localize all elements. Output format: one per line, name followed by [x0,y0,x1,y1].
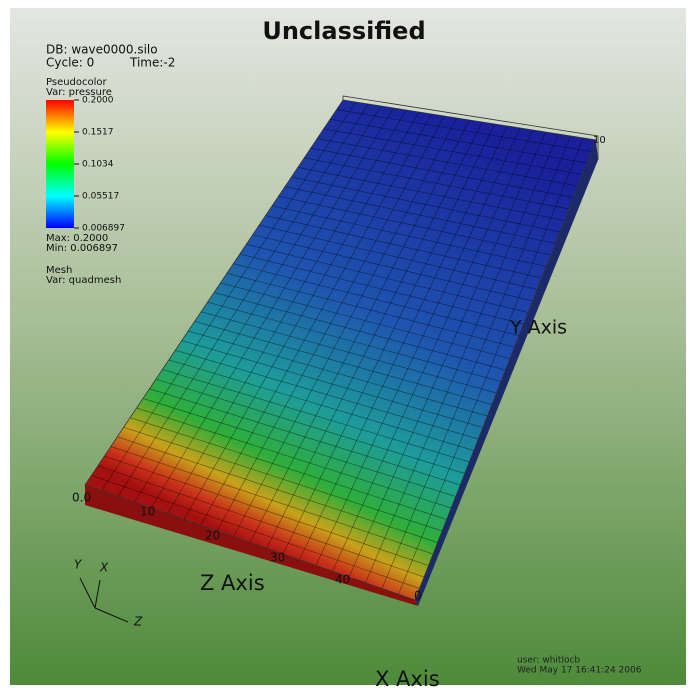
mesh-line [181,340,483,428]
z-axis-label: Z Axis [200,571,265,595]
mesh-line [142,398,456,497]
mesh-line [299,125,508,560]
mesh-line [97,465,425,578]
mesh-line [226,272,515,348]
mesh-line [134,105,382,503]
mesh-line [398,137,584,595]
mesh-line [200,113,432,526]
mesh-line [278,195,551,256]
mesh-line [315,127,521,566]
mesh-line [194,321,493,405]
mesh-line [291,176,560,233]
title: Unclassified [262,17,425,45]
bounding-box [342,95,599,160]
color-bar-label: 0.2000 [82,96,114,106]
z-tick: 20 [205,529,220,543]
mesh-line [381,135,572,589]
mesh-line [104,455,429,566]
mesh-line [162,369,470,463]
mesh-line [249,119,470,543]
y-tick-top: 10 [593,135,606,146]
mesh-line [183,111,420,520]
mesh-line [304,157,569,210]
mesh-line [323,128,583,175]
mesh-line [233,117,458,537]
z-tick: 10 [140,505,155,519]
front-face [85,485,418,606]
mesh-line [150,107,394,509]
color-bar-label: 0.05517 [82,192,119,202]
mesh-line [265,215,542,279]
z-tick: 30 [270,551,285,565]
cycle: Cycle: 0 [46,56,94,70]
mesh-line [155,378,465,474]
triad-x: X [99,561,109,575]
mesh-line [332,129,534,572]
color-bar-label: 0.1517 [82,128,114,138]
z-tick: 40 [335,573,350,587]
mesh-line [233,263,520,336]
mesh-line [201,311,497,394]
y-axis-label: Y Axis [509,317,567,339]
triad-z: Z [133,615,143,629]
mesh [91,101,592,595]
mesh-outline [84,99,597,601]
mesh-line [297,167,565,221]
mesh-line [216,115,445,532]
triad [79,577,129,623]
mesh-line [348,131,546,578]
top-face [85,100,596,600]
legend-mesh-variable: Var: quadmesh [46,275,121,286]
database: DB: wave0000.silo [46,43,158,57]
mesh-line [317,138,578,187]
mesh-line [271,205,547,267]
mesh-line [336,109,592,152]
mesh-line [149,388,461,486]
mesh-line [220,282,511,359]
legend-variable: Var: pressure [46,87,112,98]
legend-max: Max: 0.2000 [46,233,108,244]
mesh-line [175,349,479,440]
mesh-line [282,123,496,555]
date: Wed May 17 16:41:24 2006 [517,666,642,676]
y-tick-bottom: 0.0 [72,491,91,505]
mesh-line [284,186,556,244]
mesh-line [188,330,488,417]
mesh-line [330,118,588,164]
legend-plot: Pseudocolor [46,77,108,88]
z-tick-end: 0 [414,589,422,603]
legend-min: Min: 0.006897 [46,243,118,254]
mesh-line [136,407,452,509]
color-bar-label: 0.006897 [82,224,125,234]
mesh-line [117,103,369,497]
triad-y: Y [74,558,83,572]
mesh-line [259,224,538,290]
color-bar-ticks: 0.2000 0.1517 0.1034 0.05517 0.006897 [74,96,125,234]
mesh-line [167,109,407,514]
mesh-line [123,426,443,532]
mesh-line [168,359,474,451]
mesh-line [117,436,438,543]
color-bar-label: 0.1034 [82,160,114,170]
mesh-line [207,301,502,382]
mesh-line [246,244,529,313]
mesh-line [91,475,420,589]
mesh-line [239,253,524,325]
legend-mesh: Mesh [46,265,72,276]
mesh-line [252,234,533,302]
mesh-line [101,101,356,491]
color-bar [46,100,74,228]
user: user: whitlocb [517,656,580,666]
mesh-line [213,292,506,371]
mesh-line [310,147,574,198]
side-face [415,140,598,606]
x-axis-label: X Axis [375,667,440,691]
mesh-line [110,446,434,555]
mesh-line [266,121,483,549]
time: Time:-2 [129,56,175,70]
mesh-line [130,417,447,520]
mesh-line [365,133,559,583]
